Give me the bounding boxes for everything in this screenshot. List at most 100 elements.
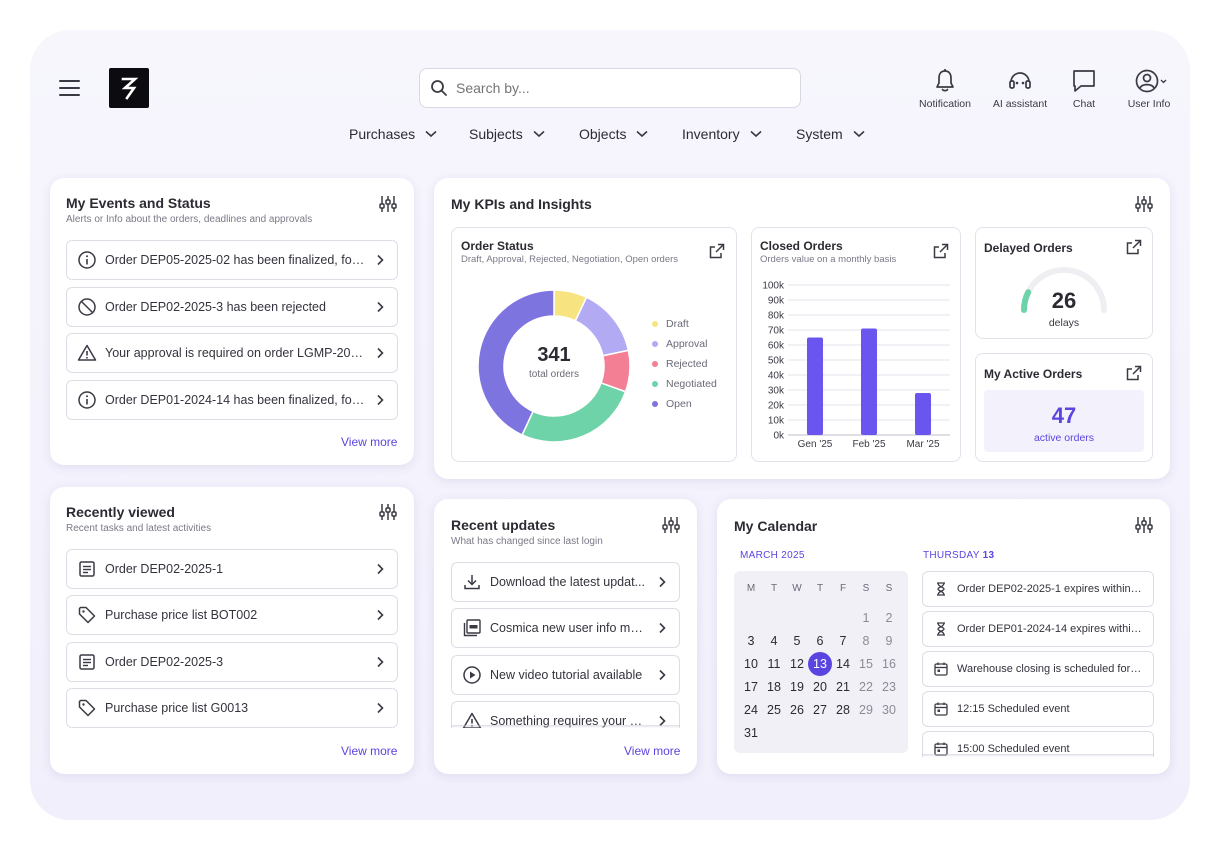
order-status-title: Order Status bbox=[461, 239, 534, 253]
calendar-day[interactable]: 11 bbox=[767, 657, 781, 671]
calendar-event[interactable]: 15:00 Scheduled event bbox=[922, 731, 1154, 757]
calendar-day[interactable]: 16 bbox=[882, 657, 896, 671]
user-info-button[interactable]: User Info bbox=[1124, 68, 1174, 110]
hourglass-icon bbox=[937, 582, 945, 596]
update-item[interactable]: Download the latest updat... bbox=[451, 562, 680, 602]
calendar-day[interactable]: 12 bbox=[790, 657, 804, 671]
calendar-day[interactable]: 8 bbox=[862, 634, 870, 648]
calendar-day[interactable]: 24 bbox=[744, 703, 758, 717]
calendar-day[interactable]: 6 bbox=[816, 634, 824, 648]
external-link-icon[interactable] bbox=[1126, 239, 1142, 255]
calendar-day[interactable]: 15 bbox=[859, 657, 873, 671]
update-item[interactable]: Cosmica new user info ma... bbox=[451, 608, 680, 648]
recent-item[interactable]: Purchase price list BOT002 bbox=[66, 595, 398, 635]
nav-purchases[interactable]: Purchases bbox=[349, 126, 437, 142]
calendar-day[interactable]: 25 bbox=[767, 703, 781, 717]
calendar-day-selected[interactable]: 13 bbox=[808, 652, 832, 676]
external-link-icon[interactable] bbox=[933, 243, 949, 259]
updates-view-more-link[interactable]: View more bbox=[624, 744, 681, 758]
legend-item-approval: Approval bbox=[652, 338, 707, 350]
recent-item[interactable]: Order DEP02-2025-1 bbox=[66, 549, 398, 589]
pdf-icon bbox=[463, 619, 481, 637]
calendar-day[interactable]: 2 bbox=[885, 611, 893, 625]
y-tick-label: 80k bbox=[768, 311, 785, 322]
calendar-event[interactable]: Order DEP01-2024-14 expires within... bbox=[922, 611, 1154, 647]
calendar-weekday: S bbox=[862, 583, 870, 594]
calendar-day[interactable]: 31 bbox=[744, 726, 758, 740]
active-orders-label: active orders bbox=[1033, 432, 1095, 444]
calendar-event[interactable]: Warehouse closing is scheduled for to... bbox=[922, 651, 1154, 687]
event-item[interactable]: Order DEP02-2025-3 has been rejected bbox=[66, 287, 398, 327]
recent-item[interactable]: Purchase price list G0013 bbox=[66, 688, 398, 728]
calendar-day[interactable]: 27 bbox=[813, 703, 827, 717]
update-item-text: New video tutorial available bbox=[490, 668, 643, 682]
update-item[interactable]: New video tutorial available bbox=[451, 655, 680, 695]
recent-updates-title: Recent updates bbox=[451, 517, 556, 533]
y-tick-label: 30k bbox=[768, 386, 785, 397]
filter-icon[interactable] bbox=[1134, 516, 1154, 534]
recent-item-text: Purchase price list G0013 bbox=[105, 701, 249, 715]
calendar-day[interactable]: 10 bbox=[744, 657, 758, 671]
notification-button[interactable]: Notification bbox=[918, 68, 972, 110]
calendar-day[interactable]: 23 bbox=[882, 680, 896, 694]
calendar-day[interactable]: 1 bbox=[862, 611, 870, 625]
hamburger-menu-icon[interactable] bbox=[58, 78, 82, 98]
calendar-event[interactable]: 12:15 Scheduled event bbox=[922, 691, 1154, 727]
update-item[interactable]: Something requires your a... bbox=[451, 701, 680, 728]
calendar-day[interactable]: 29 bbox=[859, 703, 873, 717]
recent-view-more-link[interactable]: View more bbox=[341, 744, 398, 758]
chat-icon bbox=[1073, 70, 1095, 92]
calendar-day[interactable]: 20 bbox=[813, 680, 827, 694]
app-logo[interactable] bbox=[109, 68, 149, 108]
external-link-icon[interactable] bbox=[1126, 365, 1142, 381]
external-link-icon[interactable] bbox=[709, 243, 725, 259]
calendar-day[interactable]: 30 bbox=[882, 703, 896, 717]
calendar-day[interactable]: 28 bbox=[836, 703, 850, 717]
calendar-day[interactable]: 26 bbox=[790, 703, 804, 717]
calendar-day[interactable]: 19 bbox=[790, 680, 804, 694]
event-item[interactable]: Order DEP05-2025-02 has been finalized, … bbox=[66, 240, 398, 280]
calendar-weekday: S bbox=[885, 583, 893, 594]
update-item-text: Download the latest updat... bbox=[490, 575, 645, 589]
recent-item-text: Purchase price list BOT002 bbox=[105, 608, 258, 622]
y-tick-label: 0k bbox=[773, 431, 785, 442]
calendar-weekday: F bbox=[839, 583, 847, 594]
events-view-more-link[interactable]: View more bbox=[341, 435, 398, 449]
chevron-down-icon bbox=[750, 130, 762, 138]
recent-item[interactable]: Order DEP02-2025-3 bbox=[66, 642, 398, 682]
calendar-day[interactable]: 22 bbox=[859, 680, 873, 694]
calendar-day[interactable]: 21 bbox=[836, 680, 850, 694]
calendar-day[interactable]: 4 bbox=[770, 634, 778, 648]
filter-icon[interactable] bbox=[378, 503, 398, 521]
filter-icon[interactable] bbox=[661, 516, 681, 534]
calendar-weekday: W bbox=[792, 583, 802, 594]
event-item[interactable]: Your approval is required on order LGMP-… bbox=[66, 333, 398, 373]
filter-icon[interactable] bbox=[1134, 195, 1154, 213]
ai-assistant-label: AI assistant bbox=[992, 98, 1048, 110]
recently-viewed-title: Recently viewed bbox=[66, 504, 175, 520]
delays-value: 26 bbox=[1051, 288, 1077, 313]
calendar-day[interactable]: 3 bbox=[747, 634, 755, 648]
calendar-day[interactable]: 17 bbox=[744, 680, 758, 694]
nav-subjects[interactable]: Subjects bbox=[469, 126, 545, 142]
nav-system[interactable]: System bbox=[796, 126, 865, 142]
chevron-down-icon bbox=[425, 130, 437, 138]
ai-assistant-button[interactable]: AI assistant bbox=[990, 68, 1050, 110]
nav-inventory[interactable]: Inventory bbox=[682, 126, 762, 142]
calendar-event[interactable]: Order DEP02-2025-1 expires within 3... bbox=[922, 571, 1154, 607]
calendar-day[interactable]: 7 bbox=[839, 634, 847, 648]
calendar-day[interactable]: 14 bbox=[836, 657, 850, 671]
search-input[interactable] bbox=[456, 80, 776, 96]
event-item[interactable]: Order DEP01-2024-14 has been finalized, … bbox=[66, 380, 398, 420]
calendar-day[interactable]: 9 bbox=[885, 634, 893, 648]
nav-objects[interactable]: Objects bbox=[579, 126, 649, 142]
calendar-event-text: Order DEP02-2025-1 expires within 3... bbox=[957, 583, 1149, 595]
y-tick-label: 40k bbox=[768, 371, 785, 382]
calendar-day[interactable]: 5 bbox=[793, 634, 801, 648]
chat-button[interactable]: Chat bbox=[1066, 68, 1102, 110]
donut-total-value: 341 bbox=[537, 344, 571, 366]
search-box[interactable] bbox=[419, 68, 801, 108]
active-orders-value: 47 bbox=[1051, 403, 1077, 428]
calendar-day[interactable]: 18 bbox=[767, 680, 781, 694]
filter-icon[interactable] bbox=[378, 195, 398, 213]
